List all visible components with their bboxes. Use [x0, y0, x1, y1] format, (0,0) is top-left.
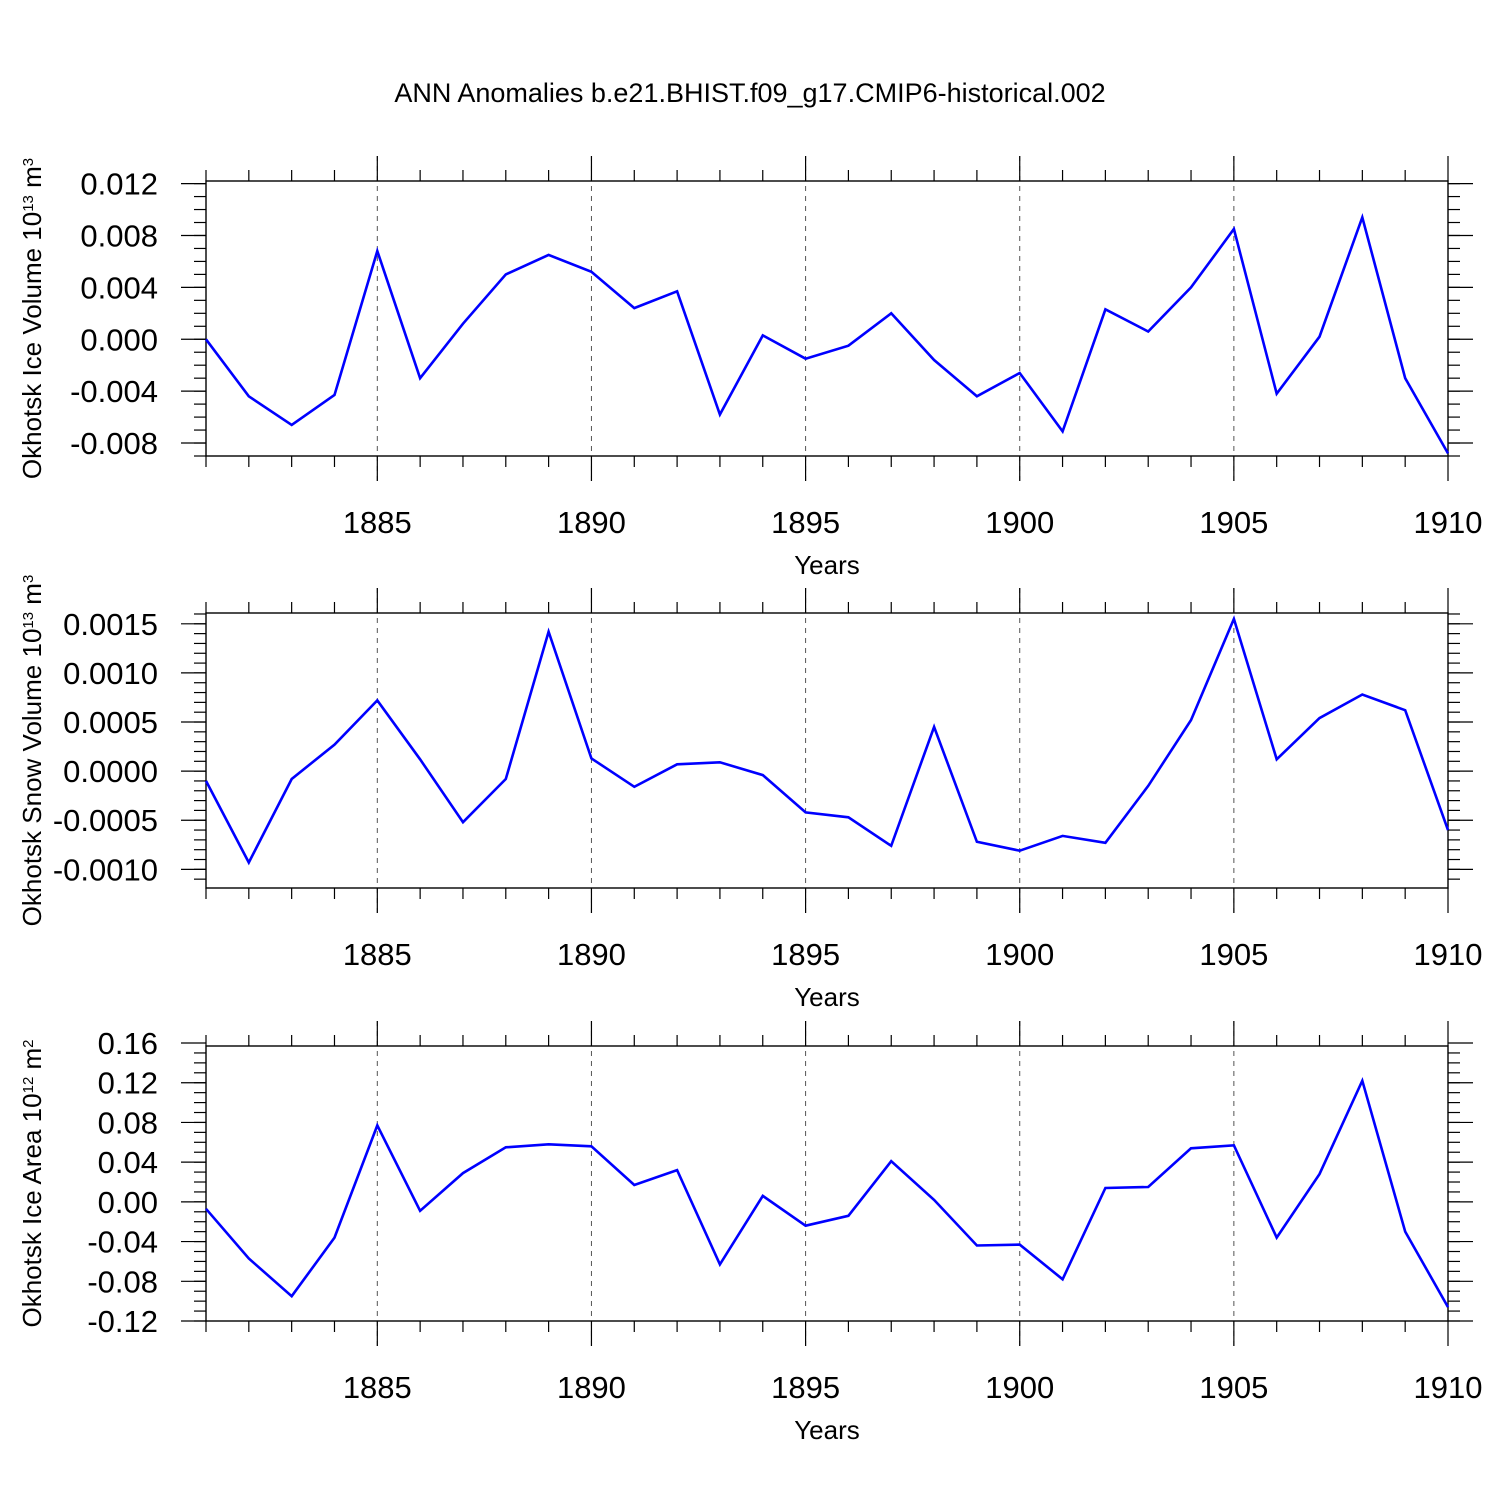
y-tick-label: -0.04 — [87, 1225, 158, 1260]
series-line-snow-volume — [204, 615, 1450, 866]
panel-snow-volume: 0.0015 0.0010 0.0005 0.0000 -0.0005 -0.0010 18… — [17, 575, 1482, 1012]
x-axis-label: Years — [794, 982, 860, 1012]
x-tick-label: 1905 — [1199, 937, 1268, 972]
y-tick-label: 0.012 — [80, 167, 158, 202]
y-tick-label: 0.0000 — [63, 754, 158, 789]
y-tick-label: 0.008 — [80, 218, 158, 253]
x-tick-label: 1900 — [985, 937, 1054, 972]
y-tick-label: -0.0005 — [53, 803, 158, 838]
panel-ice-area: 0.16 0.12 0.08 0.04 0.00 -0.04 -0.08 -0.12 1885 1… — [17, 1021, 1482, 1445]
x-tick-label: 1910 — [1414, 1370, 1483, 1405]
y-tick-label: 0.004 — [80, 270, 158, 305]
x-tick-label: 1910 — [1414, 505, 1483, 540]
y-axis-label: Okhotsk Ice Area 1012 m2 — [17, 1039, 47, 1327]
x-tick-label: 1885 — [343, 1370, 412, 1405]
y-tick-label: 0.0010 — [63, 656, 158, 691]
x-axis-label: Years — [794, 550, 860, 580]
y-tick-label: -0.12 — [87, 1304, 158, 1339]
y-tick-label: -0.0010 — [53, 852, 158, 887]
x-tick-label: 1885 — [343, 937, 412, 972]
x-axis-label: Years — [794, 1415, 860, 1445]
plot-frame — [205, 1045, 1449, 1322]
x-tick-label: 1905 — [1199, 505, 1268, 540]
plot-frame — [205, 612, 1449, 889]
x-tick-label: 1890 — [557, 937, 626, 972]
y-tick-label: 0.12 — [98, 1066, 158, 1101]
y-tick-label: 0.0005 — [63, 705, 158, 740]
y-tick-label: 0.08 — [98, 1105, 158, 1140]
y-tick-label: 0.0015 — [63, 607, 158, 642]
x-tick-label: 1905 — [1199, 1370, 1268, 1405]
y-tick-label: 0.04 — [98, 1145, 158, 1180]
plot-frame — [205, 180, 1449, 457]
y-tick-label: -0.004 — [70, 374, 158, 409]
x-tick-label: 1900 — [985, 505, 1054, 540]
figure-title: ANN Anomalies b.e21.BHIST.f09_g17.CMIP6-… — [394, 78, 1106, 108]
x-tick-label: 1885 — [343, 505, 412, 540]
y-tick-label: 0.16 — [98, 1026, 158, 1061]
x-tick-label: 1895 — [771, 1370, 840, 1405]
series-line-ice-area — [205, 1076, 1450, 1308]
x-tick-label: 1890 — [557, 505, 626, 540]
y-axis-label: Okhotsk Ice Volume 1013 m3 — [17, 158, 47, 479]
y-tick-label: -0.08 — [87, 1264, 158, 1299]
x-tick-label: 1910 — [1414, 937, 1483, 972]
y-axis-label: Okhotsk Snow Volume 1013 m3 — [17, 575, 47, 927]
y-tick-label: -0.008 — [70, 426, 158, 461]
x-tick-label: 1895 — [771, 937, 840, 972]
y-tick-label: 0.00 — [98, 1185, 158, 1220]
x-tick-label: 1900 — [985, 1370, 1054, 1405]
panel-ice-volume: 0.012 0.008 0.004 0.000 -0.004 -0.008 1885 1890… — [17, 156, 1482, 580]
x-tick-label: 1895 — [771, 505, 840, 540]
y-tick-label: 0.000 — [80, 322, 158, 357]
x-tick-label: 1890 — [557, 1370, 626, 1405]
series-line-ice-volume — [204, 212, 1450, 455]
